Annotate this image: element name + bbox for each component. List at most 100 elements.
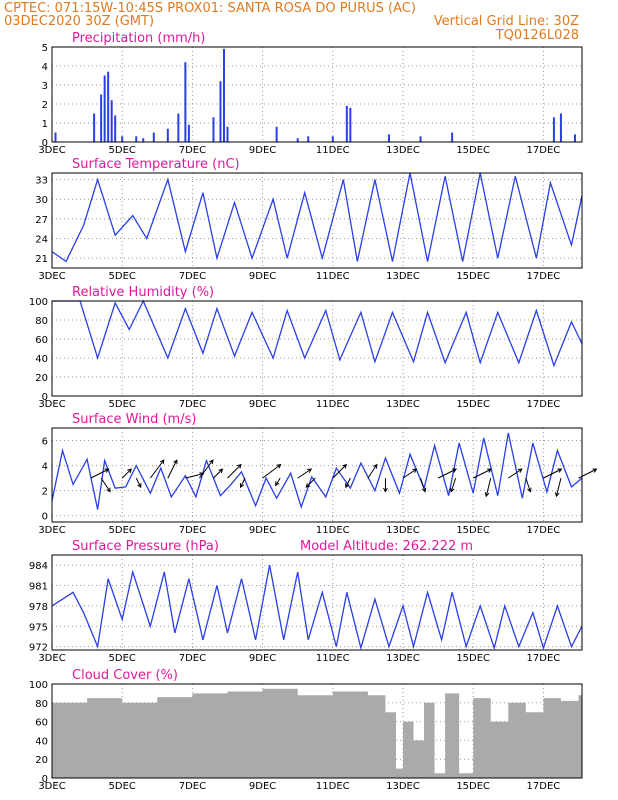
x-tick-label: 11DEC [316,525,350,536]
wind-arrow-head [592,468,598,473]
wind-vector-arrow [121,468,132,479]
y-tick-label: 60 [35,718,48,729]
precip-bar [226,126,229,142]
y-tick-label: 27 [35,215,48,226]
wind-arrow-head [383,487,388,493]
precip-bar [177,113,180,142]
wind-arrow-head [307,468,313,473]
wind-vector-arrow [227,464,242,479]
y-tick-label: 100 [29,680,48,691]
precip-bar [54,132,57,142]
x-tick-label: 5DEC [109,653,136,664]
panel-title: Relative Humidity (%) [72,285,214,300]
panel-temp: 21 24 27 30 33 3DEC 5DEC 7DEC 9DEC 11DEC 13DEC 15DE… [35,157,583,282]
wind-arrow-head [173,459,178,465]
x-tick-label: 7DEC [179,399,206,410]
precip-bar [114,115,117,142]
panel-title: Surface Temperature (nC) [72,157,240,172]
y-tick-label: 20 [35,373,48,384]
x-tick-label: 11DEC [316,145,350,156]
wind-arrow-head [342,463,348,469]
y-tick-label: 2 [42,487,48,498]
header-station: CPTEC: 071:15W-10:45S PROX01: SANTA ROSA… [4,1,416,16]
wind-arrow-head [373,463,378,469]
wind-vector-arrow [437,468,457,479]
y-tick-label: 40 [35,354,48,365]
x-tick-label: 17DEC [527,399,561,410]
precip-bar [103,75,106,142]
x-tick-label: 9DEC [249,399,276,410]
header-model: TQ0126L028 [495,28,579,43]
wind-arrow-head [412,468,418,473]
panel-frame [51,683,583,779]
x-tick-label: 9DEC [249,271,276,282]
y-tick-label: 0 [42,138,48,149]
wind-arrow-head [209,459,214,465]
panel-title: Cloud Cover (%) [72,668,178,683]
header-grid-note: Vertical Grid Line: 30Z [434,14,579,29]
rh-series-line [52,299,583,368]
x-tick-label: 7DEC [179,145,206,156]
wind-vector-arrow [555,478,562,497]
y-tick-label: 0 [42,392,48,403]
precip-bar [559,113,562,142]
wind-vector-arrow [167,459,178,479]
wind-vector-arrow [100,477,111,492]
wind-arrow-head [276,464,282,469]
y-tick-label: 4 [42,462,48,473]
y-tick-label: 24 [35,235,48,246]
wind-vector-arrow [262,464,281,479]
x-tick-label: 3DEC [38,399,65,410]
y-tick-label: 40 [35,736,48,747]
panel-title: Precipitation (mm/h) [72,31,205,46]
header-date: 03DEC2020 30Z (GMT) [4,14,154,29]
wind-vector-arrow [199,459,214,479]
x-tick-label: 5DEC [109,781,136,792]
x-tick-label: 7DEC [179,653,206,664]
x-tick-label: 3DEC [38,271,65,282]
wind-arrow-head [527,487,532,493]
wind-arrow-head [421,487,427,493]
precip-bar [296,138,299,142]
x-tick-label: 15DEC [456,399,490,410]
wind-vector-arrow [90,468,109,479]
wind-arrow-head [239,483,245,489]
wind-arrow-head [449,487,455,493]
precip-bar [451,132,454,142]
precip-bar [222,48,225,142]
wind-vector-arrow [135,477,142,488]
x-tick-label: 7DEC [179,525,206,536]
precip-bar [345,105,348,142]
x-tick-label: 13DEC [386,145,420,156]
x-tick-label: 5DEC [109,271,136,282]
precip-bar [573,134,576,142]
wind-vector-arrow [420,477,426,492]
panel-precip: 0 1 2 3 4 5 3DEC 5DEC 7DEC 9DEC 11DEC 13DEC 15DEC 17D… [38,31,583,156]
temp-series-line [51,172,583,263]
x-tick-label: 17DEC [527,145,561,156]
y-tick-label: 80 [35,316,48,327]
precip-bar [110,100,113,142]
precip-bar [331,136,334,142]
y-tick-label: 978 [29,602,48,613]
panel-cloud: 0 20 40 60 80 100 3DEC 5DEC 7DEC 9DEC 11DEC 13DEC 15… [29,668,583,792]
x-tick-label: 15DEC [456,271,490,282]
cloud-cover-area [52,688,582,778]
y-tick-label: 1 [42,119,48,130]
x-tick-label: 9DEC [249,781,276,792]
wind-vector-arrow [402,468,417,479]
y-tick-label: 4 [42,62,48,73]
x-tick-label: 9DEC [249,145,276,156]
x-tick-label: 3DEC [38,653,65,664]
wind-arrow-head [159,459,165,465]
precip-bar [307,136,310,142]
wind-vector-arrow [297,468,312,479]
x-tick-label: 13DEC [386,781,420,792]
wind-vector-arrow [305,477,316,488]
wind-vector-arrow [543,468,562,479]
x-tick-label: 7DEC [179,271,206,282]
y-tick-label: 20 [35,755,48,766]
wind-series-line [51,432,583,510]
y-tick-label: 33 [35,176,48,187]
